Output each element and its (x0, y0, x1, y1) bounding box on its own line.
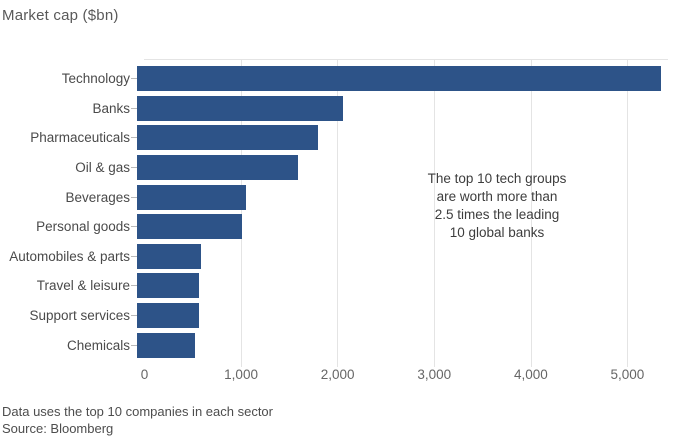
x-tick-label: 0 (140, 367, 149, 382)
category-label: Beverages (65, 189, 130, 205)
bar-row: Personal goods (0, 212, 668, 242)
category-label: Automobiles & parts (9, 248, 130, 264)
category-label: Travel & leisure (36, 278, 130, 294)
plot-area (144, 59, 668, 367)
bar-travel-leisure (137, 273, 199, 299)
gridline-4000 (530, 60, 532, 367)
category-label: Technology (61, 71, 130, 87)
chart-annotation: The top 10 tech groups are worth more th… (384, 170, 610, 242)
x-tick-label: 5,000 (610, 367, 645, 382)
bar-row: Beverages (0, 182, 668, 212)
chart-title: Market cap ($bn) (2, 7, 119, 24)
gridline-5000 (627, 60, 629, 367)
gridline-2000 (337, 60, 339, 367)
x-tick-label: 1,000 (224, 367, 258, 382)
category-tick (131, 167, 137, 169)
annotation-line: 2.5 times the leading (434, 207, 560, 222)
annotation-line: 10 global banks (449, 225, 545, 240)
category-tick (131, 315, 137, 317)
annotation-line: The top 10 tech groups (427, 171, 567, 186)
bar-row: Banks (0, 94, 668, 124)
bar-technology (137, 66, 662, 92)
category-label: Banks (92, 100, 130, 116)
gridline-1000 (240, 60, 242, 367)
bar-row: Pharmaceuticals (0, 123, 668, 153)
annotation-line: are worth more than (436, 189, 558, 204)
bar-pharmaceuticals (137, 125, 319, 151)
bar-zone (137, 95, 668, 121)
category-label: Chemicals (66, 337, 130, 353)
x-axis: 0 1,000 2,000 3,000 4,000 5,000 (0, 367, 693, 385)
category-tick (131, 285, 137, 287)
bar-chemicals (137, 332, 196, 358)
bar-row: Automobiles & parts (0, 242, 668, 272)
category-tick (131, 78, 137, 80)
category-tick (131, 137, 137, 139)
bar-row: Oil & gas (0, 153, 668, 183)
x-tick-label: 3,000 (417, 367, 452, 382)
category-tick (131, 107, 137, 109)
bar-row: Support services (0, 301, 668, 331)
bar-zone (137, 273, 668, 299)
bar-zone (137, 243, 668, 269)
bar-support-services (137, 303, 199, 329)
bar-zone (137, 332, 668, 358)
category-tick (131, 255, 137, 257)
bar-personal-goods (137, 214, 243, 240)
x-tick-label: 4,000 (513, 367, 548, 382)
bar-row: Chemicals (0, 330, 668, 360)
bar-zone (137, 155, 668, 181)
category-tick (131, 344, 137, 346)
bar-banks (137, 95, 343, 121)
footer-source: Source: Bloomberg (2, 420, 114, 436)
bar-oil-gas (137, 155, 299, 181)
category-tick (131, 196, 137, 198)
gridline-3000 (434, 60, 436, 367)
category-tick (131, 226, 137, 228)
category-label: Pharmaceuticals (30, 130, 130, 146)
bar-row: Travel & leisure (0, 271, 668, 301)
bar-beverages (137, 184, 246, 210)
x-tick-label: 2,000 (320, 367, 355, 382)
bar-zone (137, 214, 668, 240)
bar-automobiles-parts (137, 243, 202, 269)
footer-note: Data uses the top 10 companies in each s… (2, 404, 273, 419)
category-label: Support services (29, 308, 130, 324)
bar-rows: Technology Banks Pharmaceuticals Oil & gas B… (0, 59, 668, 360)
bar-zone (137, 184, 668, 210)
bar-zone (137, 125, 668, 151)
category-label: Oil & gas (75, 160, 130, 176)
chart-footer: Data uses the top 10 companies in each s… (2, 404, 273, 437)
bar-zone (137, 303, 668, 329)
category-label: Personal goods (36, 219, 130, 235)
bar-row: Technology (0, 64, 668, 94)
bar-zone (137, 66, 668, 92)
